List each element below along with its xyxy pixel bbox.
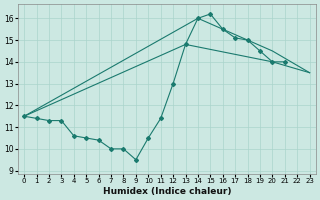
X-axis label: Humidex (Indice chaleur): Humidex (Indice chaleur) [103,187,231,196]
